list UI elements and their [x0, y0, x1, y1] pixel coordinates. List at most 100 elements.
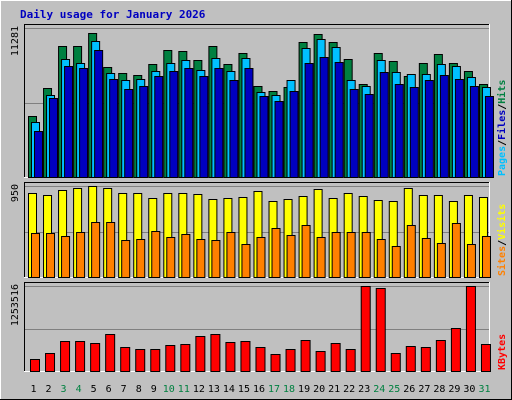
bar-kbytes-day-5 [90, 343, 101, 372]
bar-kbytes-day-28 [435, 340, 446, 372]
x-tick-label: 18 [283, 384, 295, 395]
panel-legend: Pages/Files/Hits [496, 80, 508, 176]
bar-pages-day-23 [364, 94, 374, 178]
bar-kbytes-day-21 [330, 343, 341, 372]
x-tick-label: 2 [46, 384, 52, 395]
bar-pages-day-6 [109, 79, 119, 178]
legend-label-pages: Pages [497, 146, 508, 176]
legend-separator: / [497, 104, 508, 110]
chart-panels: 11281Pages/Files/Hits950Sites/Visits1253… [10, 24, 508, 372]
bar-kbytes-day-24 [375, 288, 386, 372]
x-tick-label: 11 [178, 384, 190, 395]
bar-kbytes-day-22 [345, 349, 356, 372]
bar-sites-day-13 [211, 240, 221, 278]
bar-sites-day-9 [151, 231, 161, 278]
x-tick-label: 12 [193, 384, 205, 395]
bar-sites-day-30 [466, 244, 476, 278]
legend-label-hits: Hits [496, 80, 508, 104]
bar-kbytes-day-20 [315, 351, 326, 372]
bar-sites-day-23 [361, 232, 371, 278]
panel-kbytes: 1253516 KBytes [10, 282, 508, 372]
bar-sites-day-22 [346, 232, 356, 278]
legend-label-files: Files [496, 110, 508, 140]
bar-kbytes-day-6 [105, 334, 116, 372]
bar-kbytes-day-15 [240, 341, 251, 372]
bar-sites-day-5 [91, 222, 101, 278]
x-tick-label: 16 [253, 384, 265, 395]
bar-kbytes-day-10 [165, 345, 176, 372]
x-tick-label: 22 [343, 384, 355, 395]
bar-kbytes-day-30 [465, 286, 476, 372]
bar-pages-day-30 [469, 86, 479, 178]
legend-label-visits: Visits [496, 204, 508, 240]
x-tick-label: 31 [478, 384, 490, 395]
bar-sites-day-6 [106, 222, 116, 278]
bar-sites-day-10 [166, 237, 176, 278]
bar-sites-day-20 [316, 237, 326, 278]
bar-pages-day-13 [214, 68, 224, 178]
legend-label-sites: Sites [496, 246, 508, 276]
bar-sites-day-1 [31, 233, 40, 278]
bar-kbytes-day-31 [480, 344, 491, 372]
bar-sites-day-16 [256, 237, 266, 278]
bar-pages-day-14 [229, 80, 239, 178]
bar-sites-day-19 [301, 225, 311, 278]
bar-pages-day-27 [424, 80, 434, 178]
bar-pages-day-5 [94, 50, 104, 178]
panel-max-label: 11281 [10, 26, 21, 56]
bar-kbytes-day-7 [120, 347, 131, 372]
bar-sites-day-7 [121, 240, 131, 278]
bar-pages-day-11 [184, 68, 194, 178]
bar-pages-day-29 [454, 79, 464, 178]
bar-kbytes-day-14 [225, 342, 236, 372]
bar-pages-day-21 [334, 62, 344, 178]
bar-kbytes-day-11 [180, 344, 191, 372]
bar-kbytes-day-25 [390, 353, 401, 372]
bar-kbytes-day-12 [195, 336, 206, 372]
bar-pages-day-20 [319, 57, 329, 178]
legend-separator: / [497, 240, 508, 246]
bar-pages-day-15 [244, 68, 254, 178]
bar-pages-day-16 [259, 96, 269, 178]
bar-pages-day-7 [124, 89, 134, 178]
x-tick-label: 14 [223, 384, 235, 395]
bar-kbytes-day-17 [270, 354, 281, 372]
bar-kbytes-day-3 [60, 341, 71, 372]
series-pages [34, 50, 494, 178]
x-tick-label: 25 [388, 384, 400, 395]
x-tick-label: 4 [76, 384, 82, 395]
bar-kbytes-day-2 [45, 353, 56, 372]
bar-sites-day-17 [271, 228, 281, 278]
panel-legend: Sites/Visits [496, 204, 508, 276]
bar-pages-day-22 [349, 89, 359, 178]
bar-pages-day-9 [154, 76, 164, 178]
bar-sites-day-25 [391, 246, 401, 278]
x-tick-label: 9 [151, 384, 157, 395]
x-tick-label: 1 [30, 384, 36, 395]
bar-pages-day-10 [169, 71, 179, 178]
bar-sites-day-3 [61, 236, 71, 278]
x-tick-label: 30 [463, 384, 475, 395]
bar-pages-day-3 [64, 66, 74, 178]
x-tick-label: 28 [433, 384, 445, 395]
bar-kbytes-day-8 [135, 349, 146, 372]
bar-pages-day-31 [484, 96, 494, 178]
x-tick-label: 26 [403, 384, 415, 395]
bar-pages-day-12 [199, 76, 209, 178]
chart-title: Daily usage for January 2026 [20, 8, 206, 21]
bar-kbytes-day-23 [360, 286, 371, 372]
bar-kbytes-day-1 [30, 359, 40, 372]
bar-sites-day-15 [241, 244, 251, 278]
x-tick-label: 5 [91, 384, 97, 395]
bar-pages-day-28 [439, 75, 449, 178]
panel-max-label: 950 [10, 184, 21, 202]
x-tick-label: 17 [268, 384, 280, 395]
bar-pages-day-26 [409, 87, 419, 178]
bar-kbytes-day-18 [285, 349, 296, 372]
x-tick-label: 15 [238, 384, 250, 395]
panel-legend: KBytes [497, 334, 508, 370]
bar-pages-day-17 [274, 101, 284, 178]
bar-pages-day-18 [289, 91, 299, 178]
bar-sites-day-29 [451, 223, 461, 278]
